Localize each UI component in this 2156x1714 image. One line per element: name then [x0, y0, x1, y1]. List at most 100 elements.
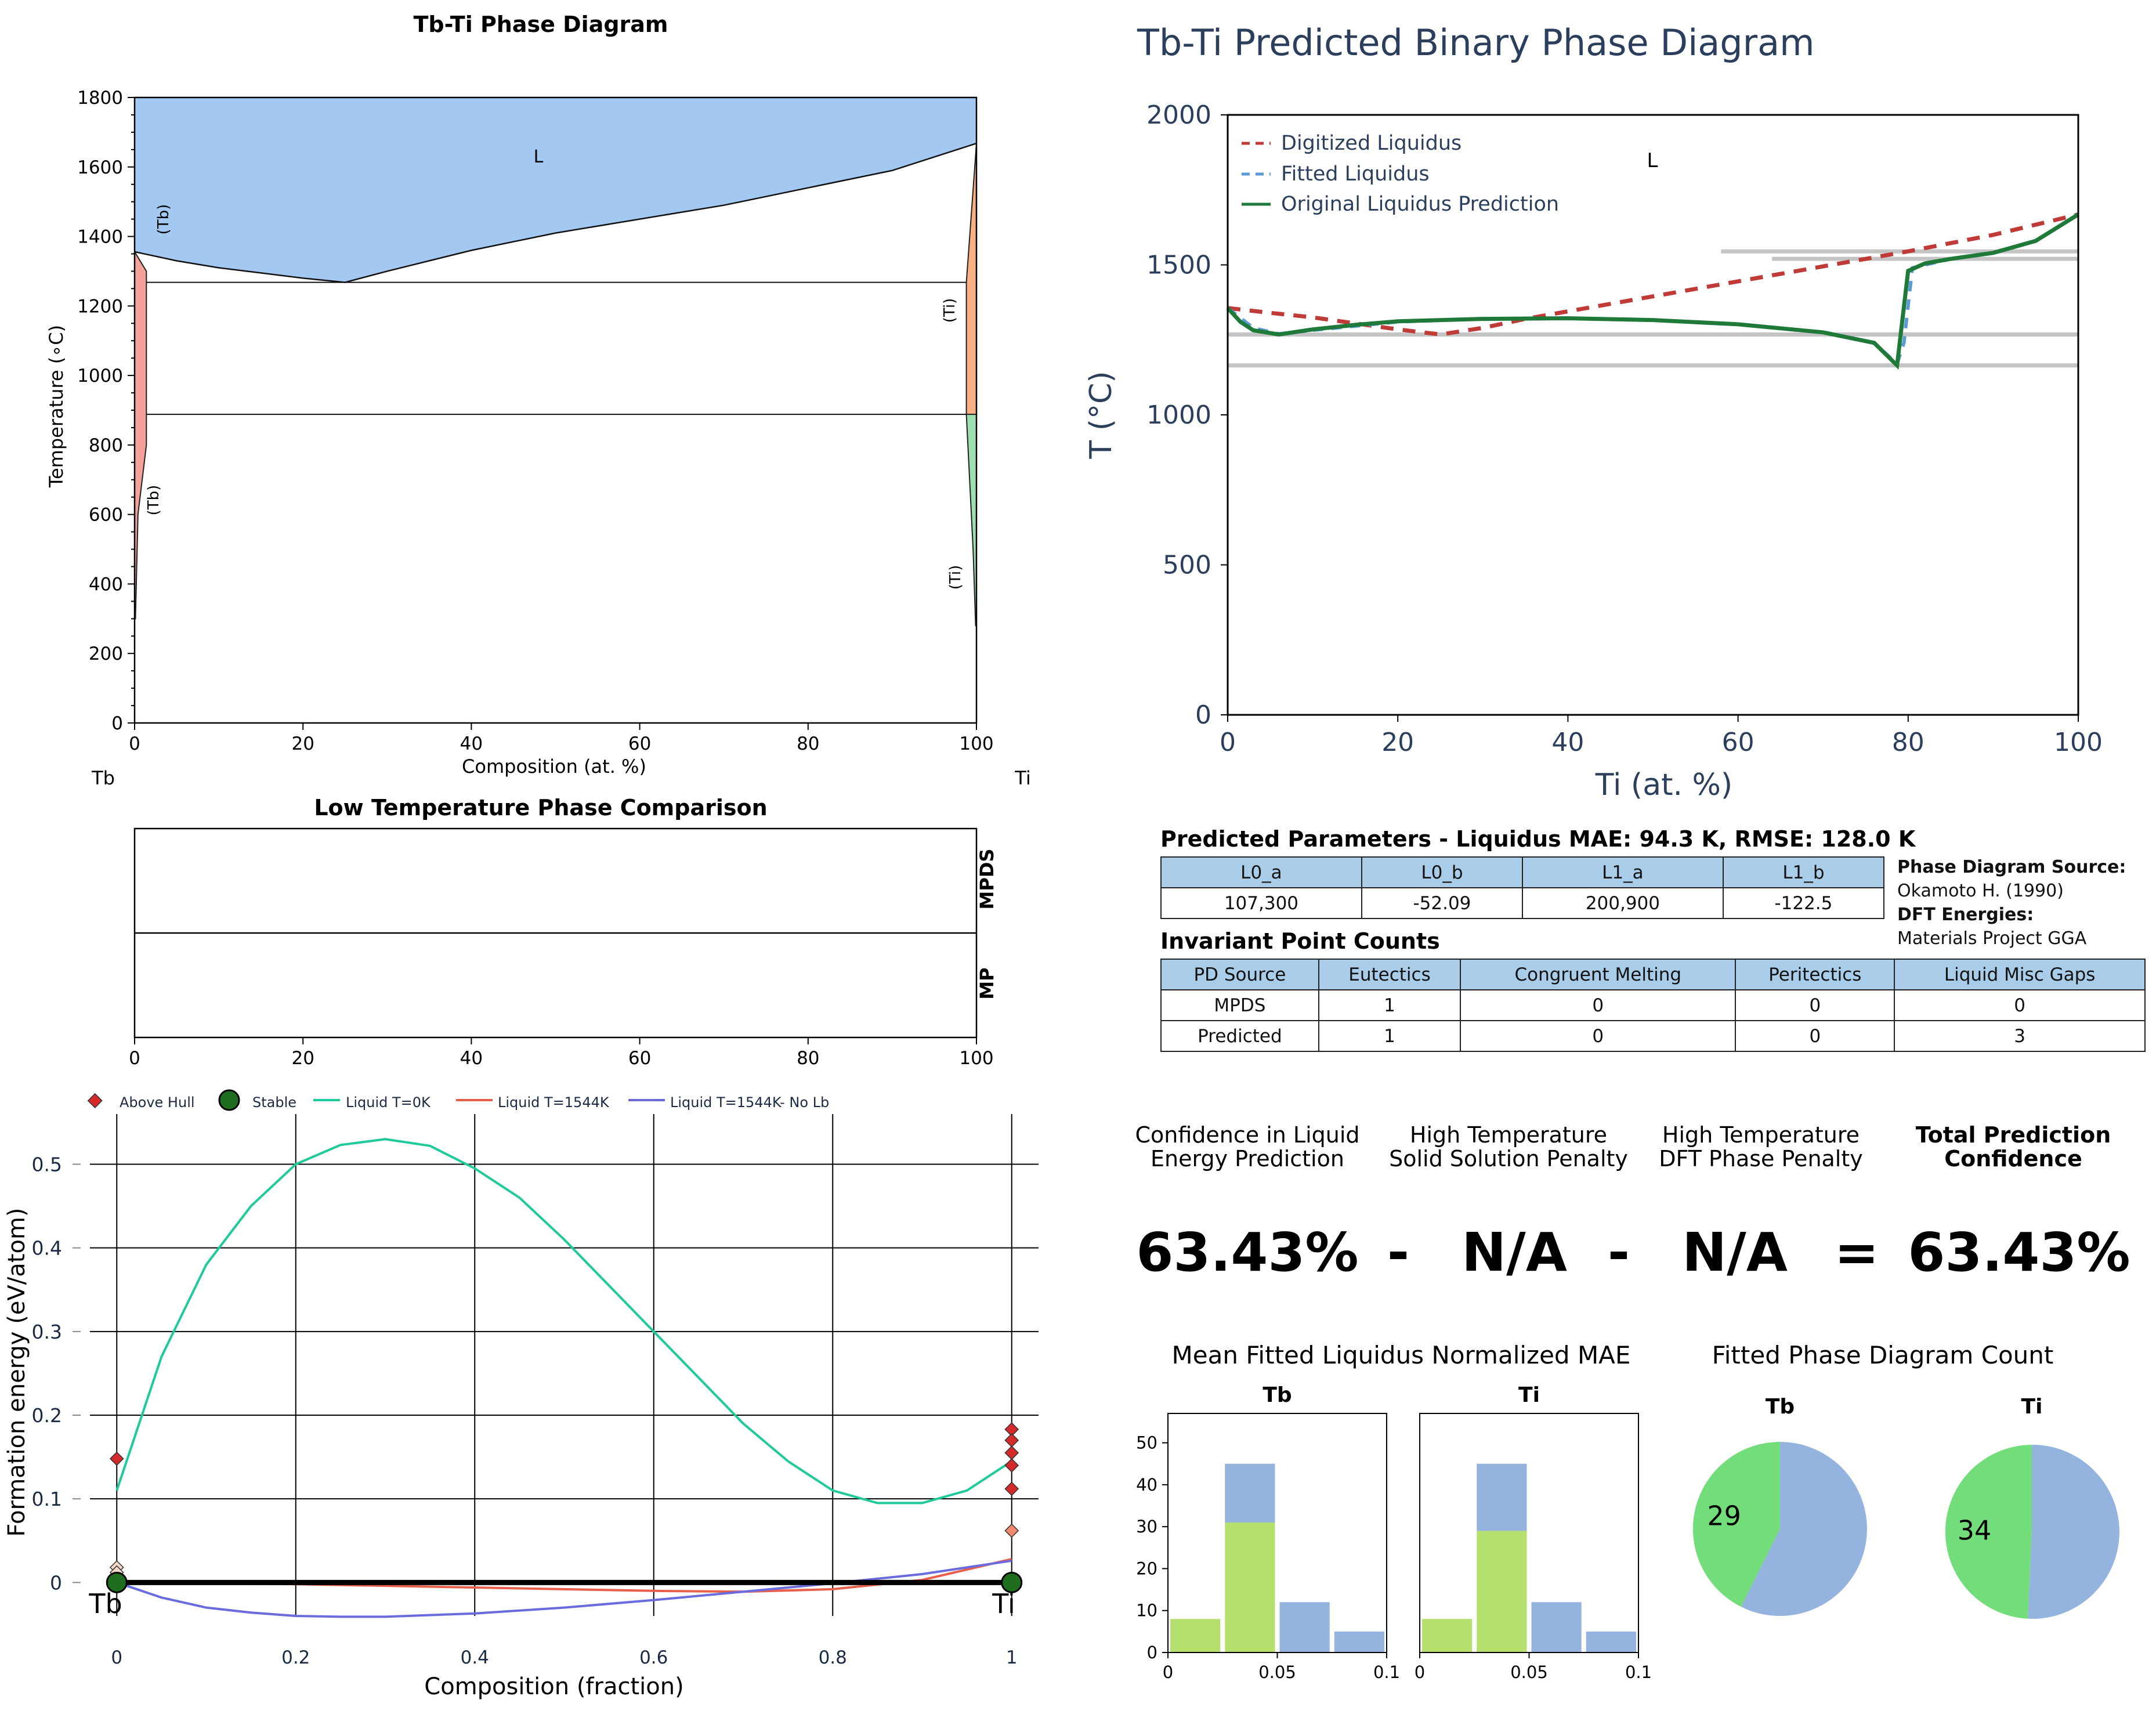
- y-tick-label: 20: [1136, 1558, 1157, 1578]
- histogram-bar: [1279, 1602, 1330, 1652]
- conf-label-line: High Temperature: [1662, 1122, 1860, 1148]
- predicted-legend: Digitized Liquidus Fitted Liquidus Origi…: [1242, 132, 1559, 216]
- y-tick-label: 50: [1136, 1433, 1157, 1453]
- conf-label-solid-solution: High Temperature Solid Solution Penalty: [1381, 1123, 1636, 1171]
- y-tick-label: 1600: [77, 157, 123, 178]
- conf-label-total: Total Prediction Confidence: [1886, 1123, 2141, 1171]
- row-label-mp: MP: [976, 967, 998, 999]
- pie-title: Tb: [1766, 1395, 1795, 1419]
- x-tick-label: 0.6: [639, 1647, 668, 1668]
- params-table: L0_a L0_b L1_a L1_b 107,300 -52.09 200,9…: [1160, 856, 1885, 919]
- region-label-ti-high: (Ti): [941, 298, 958, 323]
- x-tick-label: 0.2: [281, 1647, 310, 1668]
- phase-left-element: Tb: [91, 767, 115, 789]
- row-label-mpds: MPDS: [976, 849, 998, 910]
- predicted-ylabel: T (°C): [1084, 371, 1119, 459]
- phase-diagram-panel: Tb-Ti Phase Diagram 0 20 40 60 80 10002004006…: [45, 12, 1031, 789]
- inv-cell: 1: [1318, 1020, 1462, 1052]
- series-digitized-liquidus: [1227, 212, 2079, 337]
- x-tick-label: 0.05: [1258, 1662, 1296, 1682]
- inv-cell: 0: [1735, 989, 1895, 1021]
- legend-fitted-label: Fitted Liquidus: [1281, 162, 1430, 186]
- histogram-bar: [1477, 1463, 1527, 1531]
- x-tick-label: 1: [1006, 1647, 1018, 1668]
- low-temp-comparison-panel: Low Temperature Phase Comparison 0 20 40 60…: [129, 795, 998, 1069]
- above-hull-point: [1004, 1422, 1019, 1437]
- pie-label: 29: [1707, 1500, 1741, 1531]
- histogram-frame: [1419, 1413, 1639, 1653]
- y-tick-label: 1000: [77, 366, 123, 386]
- predicted-title: Tb-Ti Predicted Binary Phase Diagram: [1137, 21, 1815, 64]
- legend-liquid-1544k-label: Liquid T=1544K: [498, 1094, 610, 1111]
- formation-left-element: Tb: [88, 1588, 122, 1619]
- dft-source-value: Materials Project GGA: [1897, 928, 2087, 949]
- formation-ylabel: Formation energy (eV/atom): [3, 1208, 30, 1537]
- x-tick-label: 20: [291, 733, 314, 754]
- inv-header: Peritectics: [1735, 959, 1895, 990]
- histogram-bar: [1531, 1602, 1582, 1652]
- histogram-bar: [1334, 1631, 1384, 1652]
- y-tick-label: 600: [89, 505, 123, 526]
- inv-cell: 0: [1460, 1020, 1737, 1052]
- x-tick-label: 40: [460, 1048, 483, 1069]
- y-tick-label: 1400: [77, 227, 123, 248]
- conf-minus-2: -: [1607, 1221, 1630, 1283]
- mae-histograms: Mean Fitted Liquidus Normalized MAE Tb0 0…: [1136, 1341, 1652, 1682]
- legend-stable-label: Stable: [252, 1094, 296, 1111]
- inv-header: Eutectics: [1318, 959, 1462, 990]
- conf-label-line: Confidence in Liquid: [1135, 1122, 1360, 1148]
- stable-point: [1001, 1571, 1023, 1593]
- y-tick-label: 0.2: [32, 1404, 62, 1427]
- histogram-bar: [1586, 1631, 1636, 1652]
- inv-cell: 0: [1460, 989, 1737, 1021]
- low-temp-title: Low Temperature Phase Comparison: [314, 795, 767, 820]
- x-tick-label: 60: [628, 733, 651, 754]
- stable-point: [106, 1571, 128, 1593]
- conf-minus-1: -: [1387, 1221, 1410, 1283]
- y-tick-label: 2000: [1146, 100, 1211, 130]
- histogram-title: Ti: [1518, 1383, 1540, 1407]
- pd-source-label: Phase Diagram Source:: [1897, 857, 2126, 877]
- conf-value-liquid: 63.43%: [1136, 1221, 1359, 1283]
- ti-low-region: [965, 414, 977, 627]
- conf-label-line: High Temperature: [1409, 1122, 1608, 1148]
- above-hull-point: [109, 1451, 124, 1466]
- histogram-bar: [1477, 1531, 1527, 1652]
- param-value: 107,300: [1160, 887, 1362, 919]
- liquid-region: [135, 97, 976, 283]
- legend-liquid-0k-label: Liquid T=0K: [346, 1094, 431, 1111]
- above-hull-point: [1004, 1481, 1019, 1496]
- pie-title: Ti: [2021, 1395, 2043, 1419]
- inv-cell: Predicted: [1160, 1020, 1319, 1052]
- x-tick-label: 20: [291, 1048, 314, 1069]
- tb-solid-region: [134, 249, 147, 620]
- params-title: Predicted Parameters - Liquidus MAE: 94.…: [1160, 826, 1916, 852]
- conf-label-line: Energy Prediction: [1151, 1146, 1344, 1171]
- invariants-title: Invariant Point Counts: [1160, 928, 1440, 954]
- conf-label-dft-phase: High Temperature DFT Phase Penalty: [1633, 1123, 1889, 1171]
- conf-value-solid-solution: N/A: [1462, 1221, 1567, 1283]
- conf-label-line: Confidence: [1944, 1146, 2082, 1171]
- above-hull-point: [1004, 1445, 1019, 1460]
- predicted-region-label: L: [1647, 149, 1658, 172]
- y-tick-label: 0.3: [32, 1321, 62, 1343]
- formation-legend: Above Hull Stable Liquid T=0K Liquid T=1…: [87, 1089, 829, 1111]
- invariants-table: PD Source Eutectics Congruent Melting Pe…: [1160, 959, 2146, 1052]
- x-tick-label: 100: [2054, 728, 2103, 757]
- y-tick-label: 40: [1136, 1475, 1157, 1495]
- y-tick-label: 0: [50, 1571, 62, 1594]
- y-tick-label: 1200: [77, 296, 123, 317]
- y-tick-label: 0: [1147, 1643, 1157, 1662]
- conf-label-line: DFT Phase Penalty: [1659, 1146, 1863, 1171]
- x-tick-label: 60: [628, 1048, 651, 1069]
- y-tick-label: 10: [1136, 1601, 1157, 1621]
- source-block: Phase Diagram Source: Okamoto H. (1990) …: [1897, 855, 2126, 950]
- x-tick-label: 40: [1551, 728, 1584, 757]
- inv-cell: 0: [1894, 989, 2146, 1021]
- inv-cell: 0: [1735, 1020, 1895, 1052]
- above-hull-point: [1004, 1433, 1019, 1448]
- pd-source-value: Okamoto H. (1990): [1897, 881, 2064, 901]
- x-tick-label: 40: [460, 733, 483, 754]
- conf-label-line: Total Prediction: [1915, 1122, 2111, 1148]
- phase-diagram-title: Tb-Ti Phase Diagram: [413, 12, 668, 37]
